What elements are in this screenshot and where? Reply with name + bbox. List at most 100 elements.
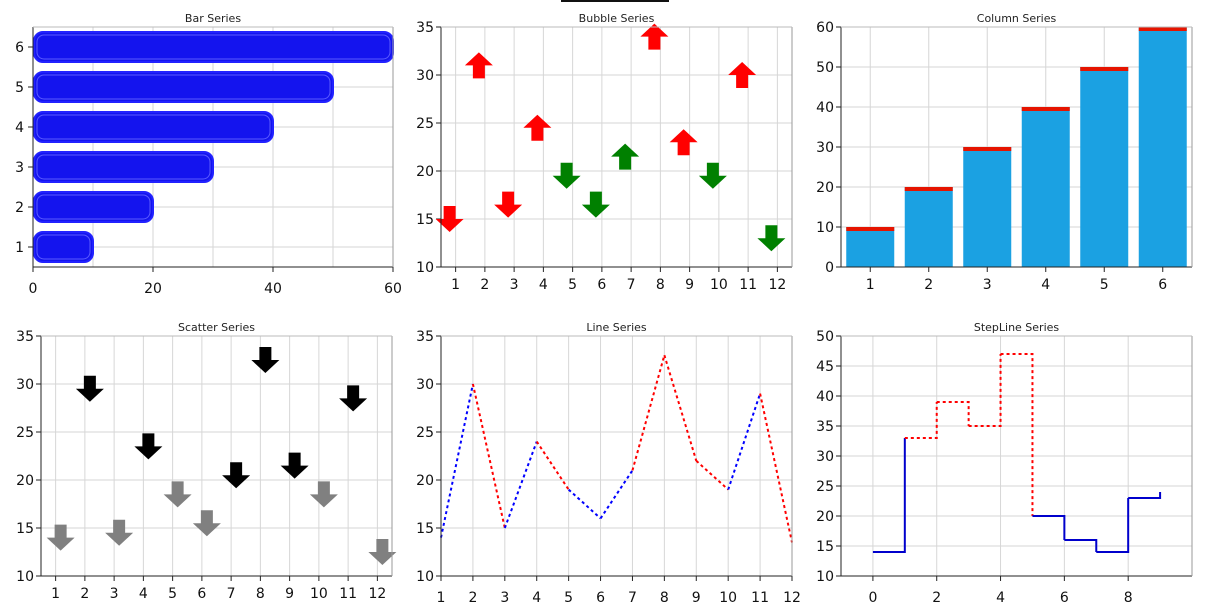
column-bar [1021,107,1070,267]
scatter-point-arrow [46,524,75,551]
bubble-xtick-label: 10 [710,277,728,293]
bubble-xtick-label: 2 [480,277,489,293]
stepline-xtick-label: 8 [1124,590,1133,606]
scatter-point-arrow [163,481,192,508]
line-xtick-label: 3 [500,590,509,606]
stepline-ytick-label: 15 [816,539,834,555]
stepline-step-segment [1000,353,1034,516]
top-edge-line [561,0,669,2]
line-segment [631,354,666,471]
scatter-point-arrow [75,375,104,402]
stepline-step-segment [1096,498,1130,553]
line-segment [727,393,762,490]
stepline-step-segment [904,402,938,439]
line-xtick-label: 12 [783,590,801,606]
column-xtick-label: 3 [983,277,992,293]
bar-bar-inner [36,234,91,260]
line-segment [535,441,570,491]
bubble-ytick-label: 25 [416,116,434,132]
scatter-ytick-label: 30 [16,377,34,393]
bar-bar [33,231,94,263]
scatter-xtick-label: 10 [310,586,328,602]
column-ytick-label: 20 [816,180,834,196]
bar-ytick-label: 6 [15,40,24,56]
column-xtick-label: 2 [924,277,933,293]
bar-xtick-label: 40 [264,281,282,297]
bar-ytick-label: 1 [15,240,24,256]
bar-bar-inner [36,154,211,180]
bubble-xtick-label: 12 [768,277,786,293]
bar-ytick-label: 4 [15,120,24,136]
bubble-xtick-label: 11 [739,277,757,293]
scatter-ytick-label: 35 [16,329,34,345]
scatter-ytick-label: 10 [16,569,34,585]
bar-bar [33,191,154,223]
scatter-point-arrow [105,519,134,546]
bubble-point-arrow [494,191,523,218]
bar-bar-inner [36,114,271,140]
stepline-ytick-label: 40 [816,389,834,405]
bubble-point-arrow [640,23,669,50]
stepline-step-segment [1032,515,1066,540]
column-bar [904,187,953,267]
stepline-step-segment [936,401,970,426]
line-ytick-label: 10 [416,569,434,585]
line-xtick-label: 6 [596,590,605,606]
line-xtick-label: 10 [719,590,737,606]
bubble-ytick-label: 10 [416,260,434,276]
bubble-title: Bubble Series [579,12,655,25]
scatter-xtick-label: 9 [285,586,294,602]
bar-xtick-label: 0 [29,281,38,297]
line-segment [503,441,538,529]
scatter-ytick-label: 15 [16,521,34,537]
stepline-ytick-label: 20 [816,509,834,525]
line-segment [471,383,506,529]
scatter-title: Scatter Series [178,321,255,334]
line-xtick-label: 11 [751,590,769,606]
bubble-point-arrow [581,191,610,218]
scatter-ytick-label: 25 [16,425,34,441]
column-bar [846,227,895,267]
column-ytick-label: 10 [816,220,834,236]
stepline-xtick-label: 6 [1060,590,1069,606]
bubble-ytick-label: 35 [416,20,434,36]
line-ytick-label: 35 [416,329,434,345]
stepline-step-segment [1128,492,1162,499]
bar-ytick-label: 5 [15,80,24,96]
bubble-xtick-label: 1 [451,277,460,293]
column-bar-cap [1080,67,1129,71]
bubble-point-arrow [523,114,552,141]
scatter-xtick-label: 2 [80,586,89,602]
line-xtick-label: 8 [660,590,669,606]
stepline-step-segment [872,438,906,553]
bar-bar [33,151,214,183]
line-xtick-label: 5 [564,590,573,606]
scatter-xtick-label: 1 [51,586,60,602]
bubble-ytick-label: 30 [416,68,434,84]
bubble-xtick-label: 3 [510,277,519,293]
scatter-xtick-label: 8 [256,586,265,602]
scatter-xtick-label: 3 [110,586,119,602]
bar-chart: Bar Series 0 20 40 60 1 2 3 4 5 6 [15,12,402,297]
column-xtick-label: 1 [866,277,875,293]
stepline-step-segment [968,354,1002,427]
column-ytick-label: 60 [816,20,834,36]
line-ytick-label: 20 [416,473,434,489]
line-segment [567,488,602,520]
bar-ytick-label: 2 [15,200,24,216]
bar-title: Bar Series [185,12,241,25]
bubble-xtick-label: 7 [627,277,636,293]
line-ytick-label: 25 [416,425,434,441]
scatter-ytick-label: 20 [16,473,34,489]
bar-bar [33,71,334,103]
column-title: Column Series [977,12,1057,25]
stepline-chart: StepLine Series 10 15 20 25 30 35 40 45 50 0 2 4 6 8 [816,321,1193,606]
scatter-xtick-label: 4 [139,586,148,602]
line-segment [440,383,474,538]
column-ytick-label: 50 [816,60,834,76]
scatter-point-arrow [192,510,221,537]
